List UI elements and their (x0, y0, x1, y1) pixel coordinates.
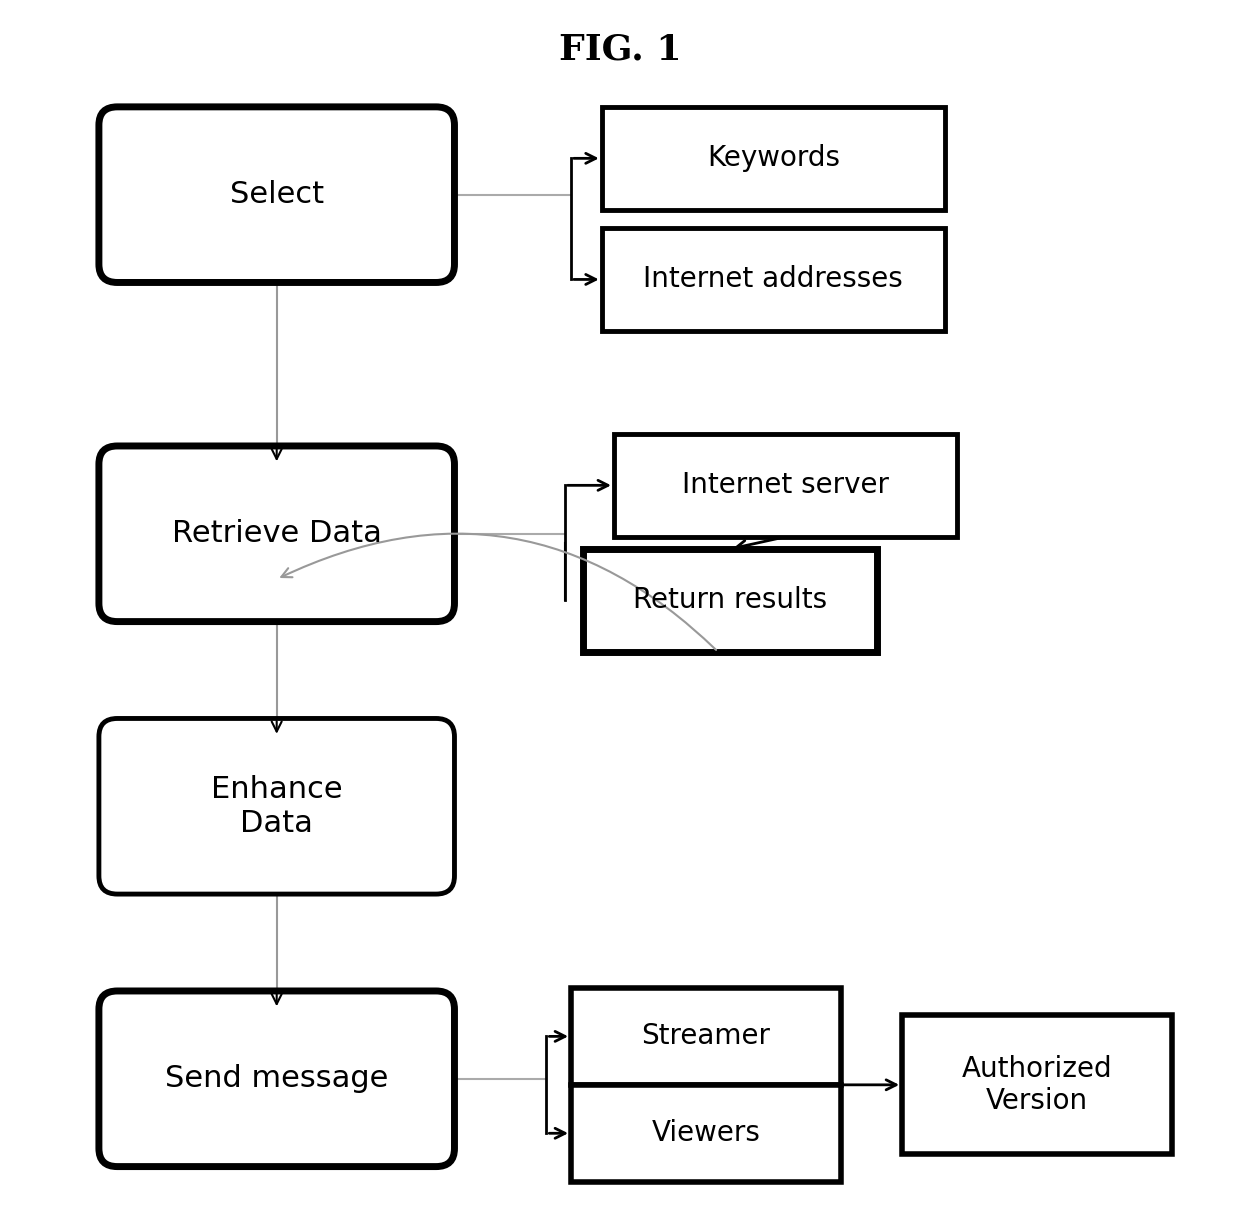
FancyBboxPatch shape (99, 107, 455, 283)
Text: FIG. 1: FIG. 1 (559, 32, 681, 66)
Text: Internet server: Internet server (682, 472, 889, 500)
Text: Authorized
Version: Authorized Version (961, 1055, 1112, 1115)
FancyBboxPatch shape (99, 446, 455, 621)
Text: Keywords: Keywords (707, 145, 839, 173)
Bar (570, 1085, 841, 1182)
FancyBboxPatch shape (99, 719, 455, 894)
Bar (570, 987, 841, 1085)
Text: Enhance
Data: Enhance Data (211, 775, 342, 838)
Bar (901, 1016, 1172, 1154)
Bar (601, 228, 945, 331)
Text: Send message: Send message (165, 1065, 388, 1093)
Text: Select: Select (229, 180, 324, 209)
Bar (583, 549, 878, 652)
Text: Viewers: Viewers (651, 1120, 760, 1148)
FancyBboxPatch shape (99, 991, 455, 1166)
Bar (601, 107, 945, 209)
Text: Return results: Return results (634, 587, 827, 615)
Text: Streamer: Streamer (641, 1023, 770, 1050)
Text: Retrieve Data: Retrieve Data (172, 519, 382, 549)
Text: Internet addresses: Internet addresses (644, 266, 903, 294)
Bar (614, 434, 957, 537)
